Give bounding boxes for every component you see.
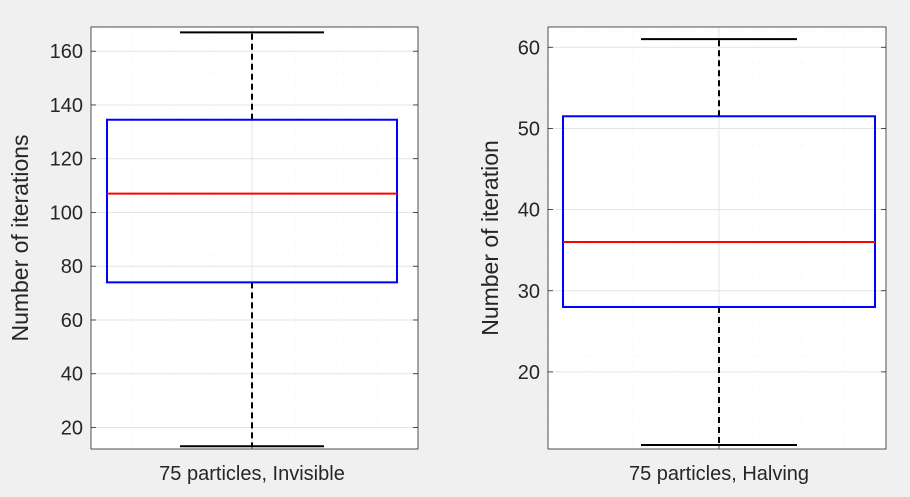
y-tick-label: 100 (50, 202, 83, 224)
y-tick-label: 140 (50, 95, 83, 117)
x-tick-label: 75 particles, Halving (629, 463, 809, 485)
y-tick-label: 40 (518, 200, 540, 222)
right-boxplot-panel: 20 30 40 50 60 75 particles, Halving Number of… (477, 26, 887, 485)
y-axis-label: Number of iteration (477, 140, 503, 336)
y-tick-label: 20 (61, 417, 83, 439)
y-tick-label: 160 (50, 41, 83, 63)
left-boxplot-panel: 20 40 60 80 100 120 140 160 75 particles, Invisi… (7, 26, 419, 485)
axes-frame (547, 26, 887, 450)
interquartile-box (562, 115, 876, 308)
y-tick-label: 120 (50, 149, 83, 171)
interquartile-box (106, 118, 398, 284)
y-tick-label: 60 (518, 37, 540, 59)
y-tick-label: 30 (518, 281, 540, 303)
x-tick-label: 75 particles, Invisible (159, 463, 345, 485)
y-tick-label: 50 (518, 118, 540, 140)
y-tick-label: 60 (61, 310, 83, 332)
axes-frame (90, 26, 419, 450)
y-tick-label: 20 (518, 362, 540, 384)
y-axis-label: Number of iterations (7, 134, 33, 341)
y-tick-label: 80 (61, 256, 83, 278)
y-tick-label: 40 (61, 364, 83, 386)
